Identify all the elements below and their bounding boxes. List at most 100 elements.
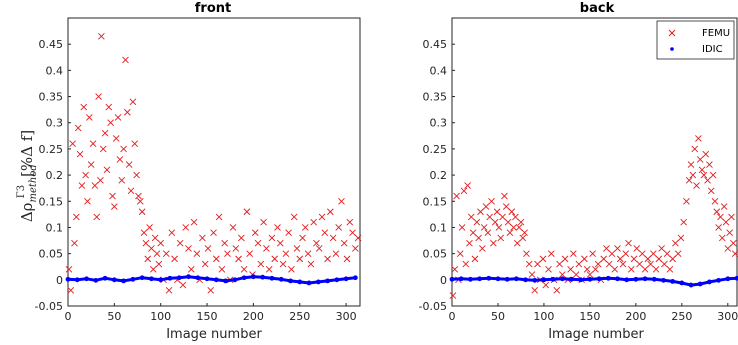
y-tick-label: 0.2 xyxy=(430,169,448,182)
data-point-femu xyxy=(338,197,345,205)
data-point-femu xyxy=(74,124,82,132)
data-point-femu xyxy=(528,271,536,278)
data-point-femu xyxy=(696,156,704,163)
data-point-femu xyxy=(545,266,552,273)
y-tick-label: 0.4 xyxy=(46,64,64,77)
data-point-femu xyxy=(669,255,676,263)
data-point-femu xyxy=(201,260,209,268)
x-tick-label: 250 xyxy=(289,310,310,323)
data-point-femu xyxy=(285,229,292,237)
data-point-femu xyxy=(539,255,547,263)
data-point-femu xyxy=(122,56,129,64)
data-point-femu xyxy=(246,250,254,257)
data-point-femu xyxy=(490,239,497,247)
data-point-femu xyxy=(240,266,248,273)
y-tick-label: 0.35 xyxy=(39,91,64,104)
y-tick-label: 0 xyxy=(440,274,447,287)
data-point-femu xyxy=(193,250,201,257)
data-point-femu xyxy=(105,103,113,111)
data-point-femu xyxy=(515,224,523,231)
data-point-femu xyxy=(510,224,517,231)
data-point-femu xyxy=(547,250,555,257)
data-point-femu xyxy=(720,203,728,210)
data-point-femu xyxy=(288,266,295,273)
data-point-femu xyxy=(513,239,521,247)
data-point-femu xyxy=(73,213,80,221)
legend-label-idic: IDIC xyxy=(702,44,723,55)
panel-title-back: back xyxy=(580,1,615,16)
data-point-femu xyxy=(534,260,541,268)
data-point-femu xyxy=(135,192,142,200)
legend-marker-femu xyxy=(668,29,676,37)
data-point-femu xyxy=(276,239,284,247)
data-point-femu xyxy=(129,98,137,106)
data-point-femu xyxy=(151,234,159,242)
data-point-femu xyxy=(553,286,561,294)
y-ticks-front: -0.05 0 0.05 0.1 0.15 0.2 0.25 0.3 0.35 0.4 0.45 xyxy=(35,38,71,313)
data-point-femu xyxy=(307,260,315,268)
y-tick-label: 0.3 xyxy=(46,117,64,130)
data-point-femu xyxy=(658,245,665,252)
data-point-femu xyxy=(315,245,323,252)
data-point-femu xyxy=(722,218,730,226)
data-point-femu xyxy=(619,260,627,268)
marks-front xyxy=(65,33,362,294)
data-point-femu xyxy=(142,239,150,247)
data-point-femu xyxy=(321,229,329,237)
data-point-femu xyxy=(76,150,84,158)
data-point-femu xyxy=(235,255,242,263)
data-point-femu xyxy=(728,213,735,221)
data-point-femu xyxy=(475,234,482,242)
data-point-femu xyxy=(97,177,104,184)
data-point-femu xyxy=(698,166,706,174)
data-point-femu xyxy=(724,245,732,252)
x-tick-label: 300 xyxy=(336,310,357,323)
data-point-femu xyxy=(109,192,116,200)
data-point-femu xyxy=(340,239,348,247)
x-tick-label: 250 xyxy=(671,310,692,323)
data-point-femu xyxy=(157,239,165,247)
x-tick-label: 50 xyxy=(491,310,505,323)
data-point-femu xyxy=(633,245,641,252)
data-point-femu xyxy=(296,255,304,263)
data-point-femu xyxy=(605,260,613,268)
data-point-femu xyxy=(731,250,738,257)
data-point-femu xyxy=(685,177,693,184)
data-point-femu xyxy=(318,213,326,221)
data-point-femu xyxy=(260,218,267,226)
data-point-femu xyxy=(693,182,700,189)
legend: FEMU IDIC xyxy=(656,20,735,60)
data-point-femu xyxy=(127,187,135,195)
data-point-femu xyxy=(644,255,652,263)
data-point-femu xyxy=(67,286,75,294)
y-axis-label-superscript: Γ3 xyxy=(16,185,27,198)
data-point-femu xyxy=(86,114,93,121)
y-tick-label: 0.3 xyxy=(430,117,448,130)
x-tick-label: 0 xyxy=(449,310,456,323)
data-point-femu xyxy=(290,213,298,221)
data-point-femu xyxy=(691,145,699,153)
data-point-femu xyxy=(148,245,155,252)
series-idic xyxy=(449,275,738,288)
data-point-femu xyxy=(718,234,726,242)
marks-back xyxy=(449,135,738,299)
data-point-femu xyxy=(464,182,471,189)
data-point-femu xyxy=(502,203,510,210)
data-point-femu xyxy=(512,213,519,221)
data-point-femu xyxy=(116,156,124,163)
data-point-femu xyxy=(480,224,488,231)
data-point-femu xyxy=(611,266,619,273)
y-tick-label: 0.1 xyxy=(430,221,448,234)
data-point-femu xyxy=(683,197,690,205)
data-point-femu xyxy=(575,260,583,268)
data-point-femu xyxy=(677,234,685,242)
data-point-femu xyxy=(542,281,550,289)
legend-box xyxy=(656,20,735,60)
data-point-femu xyxy=(638,250,646,257)
data-point-femu xyxy=(458,224,466,231)
data-point-femu xyxy=(293,245,301,252)
data-point-femu xyxy=(224,250,231,257)
data-point-femu xyxy=(69,140,76,147)
data-point-femu xyxy=(600,255,608,263)
data-point-femu xyxy=(133,171,140,179)
